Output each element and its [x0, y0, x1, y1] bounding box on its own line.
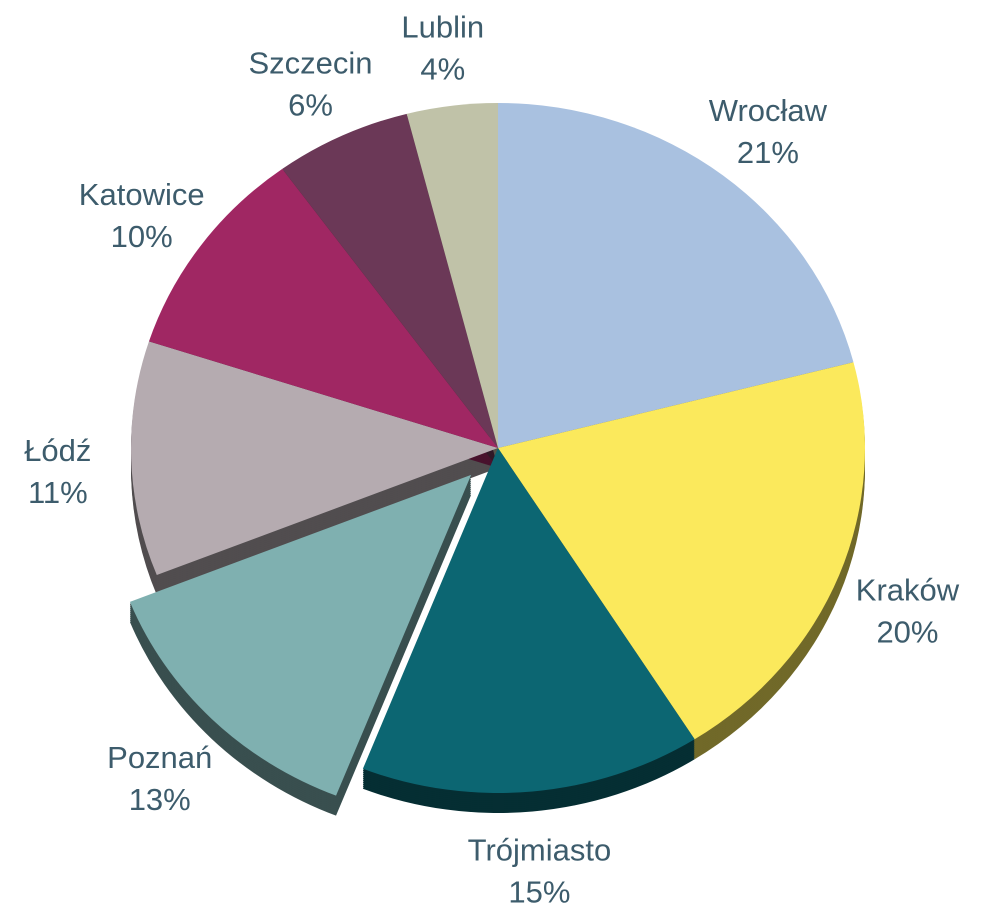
- slice: [148, 168, 498, 448]
- slice-value-label: 15%: [508, 874, 570, 909]
- slice: [498, 362, 866, 740]
- slice-value-label: 13%: [129, 782, 191, 817]
- slice-value-label: 4%: [420, 51, 465, 86]
- pie-labels: Wrocław 21% Kraków 20% Trójmiasto 15% Poznań 13…: [24, 9, 960, 909]
- pie-tops: [130, 103, 866, 794]
- slice-label: Poznań: [107, 740, 212, 775]
- slice-label: Wrocław: [709, 93, 828, 128]
- slice-value-label: 10%: [111, 219, 173, 254]
- slice: [498, 103, 854, 448]
- slice-label: Kraków: [856, 573, 960, 608]
- slice-label: Lublin: [401, 9, 484, 44]
- slice: [129, 474, 472, 796]
- slice: [130, 341, 498, 576]
- slice-label: Szczecin: [248, 46, 372, 81]
- slice-label: Łódź: [24, 433, 91, 468]
- slice-value-label: 21%: [737, 135, 799, 170]
- slice-value-label: 11%: [28, 475, 88, 510]
- slice-label: Katowice: [79, 177, 205, 212]
- slice-value-label: 6%: [288, 88, 333, 123]
- slice: [406, 103, 498, 448]
- slice: [362, 448, 695, 794]
- slice-label: Trójmiasto: [468, 832, 612, 867]
- slice: [282, 113, 498, 448]
- slice-value-label: 20%: [876, 615, 938, 650]
- exploded-slice: [129, 474, 472, 816]
